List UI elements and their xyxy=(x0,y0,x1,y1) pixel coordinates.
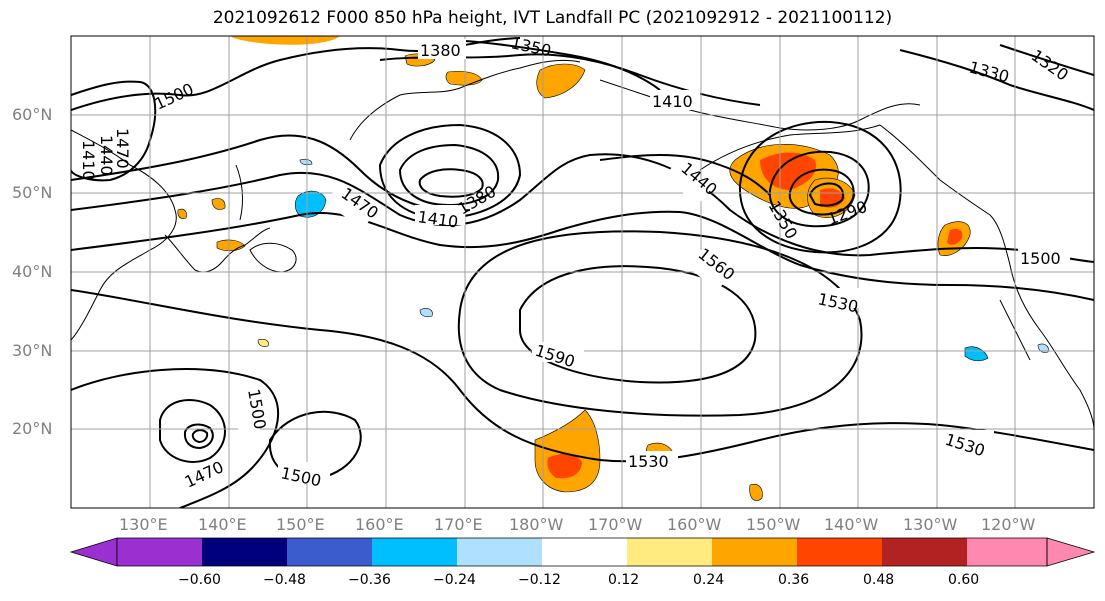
contour-typhoon-ring2 xyxy=(191,429,209,444)
lon-label: 170°W xyxy=(588,515,643,534)
lon-label: 160°W xyxy=(667,515,722,534)
contour-1320-canada xyxy=(999,44,1094,76)
map-frame-border xyxy=(70,35,1095,509)
colorbar-segment xyxy=(542,538,627,566)
colorbar-tick-label: −0.12 xyxy=(518,572,561,588)
lon-label: 130°W xyxy=(903,515,958,534)
ivt-core-nw-coast xyxy=(947,228,963,245)
contour-high-1590 xyxy=(519,265,757,384)
lon-label: 130°E xyxy=(119,515,168,534)
contour-1470-north xyxy=(71,134,471,212)
lon-label: 140°W xyxy=(824,515,879,534)
coast-chukotka xyxy=(349,59,581,141)
colorbar-segment xyxy=(882,538,967,566)
ivt-patch-korea xyxy=(177,208,187,219)
contour-typhoon-ring1 xyxy=(183,423,214,450)
colorbar-segment xyxy=(627,538,712,566)
map-title: 2021092612 F000 850 hPa height, IVT Land… xyxy=(212,8,893,28)
lat-label: 40°N xyxy=(12,262,53,281)
coast-japan xyxy=(164,227,271,273)
ivt-patch-south xyxy=(749,483,763,501)
lat-label: 20°N xyxy=(12,419,53,438)
coast-hokkaido-area xyxy=(249,242,297,273)
lon-label: 170°E xyxy=(434,515,483,534)
contour-1500-north xyxy=(71,153,1094,263)
contour-label: 1380 xyxy=(420,41,461,60)
colorbar-tick-label: 0.36 xyxy=(778,572,810,588)
contour-label: 1410 xyxy=(652,92,693,111)
contour-1530-south xyxy=(71,289,1094,463)
contour-low-west-mid xyxy=(398,143,500,207)
contour-1440-trough xyxy=(599,154,771,196)
lon-label: 120°W xyxy=(981,515,1036,534)
contour-low-east-inner xyxy=(808,182,845,207)
coast-asia-mainland xyxy=(71,129,177,341)
lon-label: 150°W xyxy=(746,515,801,534)
ivt-negative-okhotsk xyxy=(299,158,313,166)
contour-label: 1500 xyxy=(1020,249,1061,268)
colorbar-extend-low xyxy=(69,537,118,567)
colorbar-segment xyxy=(117,538,202,566)
colorbar-segment xyxy=(372,538,457,566)
lat-label: 60°N xyxy=(12,105,53,124)
contour-label: 1440 xyxy=(97,135,116,176)
contour-1350-arctic xyxy=(449,39,661,91)
contour-low-east-mid xyxy=(788,168,855,216)
ivt-core-subtropical xyxy=(547,453,582,479)
lon-label: 150°E xyxy=(276,515,325,534)
lon-label: 140°E xyxy=(198,515,247,534)
colorbar-tick-label: −0.48 xyxy=(263,572,306,588)
colorbar-tick-label: 0.24 xyxy=(693,572,725,588)
ivt-negative-east xyxy=(964,346,989,362)
ivt-patch-bering xyxy=(445,70,483,86)
contour-label: 1470 xyxy=(113,128,132,169)
contour-label: 1530 xyxy=(628,452,669,471)
ivt-patch-tiny xyxy=(257,338,269,347)
coast-alaska-peninsula xyxy=(699,124,881,171)
ivt-negative-kuril xyxy=(294,190,327,218)
ivt-negative-small xyxy=(419,308,433,318)
colorbar-segment xyxy=(967,538,1047,566)
colorbar-tick-label: 0.12 xyxy=(608,572,640,588)
contour-low-west-outer xyxy=(378,123,522,220)
ivt-patch-alaska-north xyxy=(536,63,586,99)
colorbar-tick-label: −0.36 xyxy=(348,572,391,588)
ivt-patch-japan-north xyxy=(211,198,226,210)
contour-1470-typhoon xyxy=(159,399,226,463)
ivt-patch-top xyxy=(230,36,340,45)
colorbar-segment xyxy=(712,538,797,566)
colorbar-tick-label: −0.60 xyxy=(178,572,221,588)
contour-1530-north xyxy=(71,210,1094,301)
coast-north-america-west xyxy=(879,124,1094,431)
contour-label: 1410 xyxy=(79,140,98,181)
title-area: 2021092612 F000 850 hPa height, IVT Land… xyxy=(0,0,1105,34)
contour-low-east-outer xyxy=(768,150,870,228)
colorbar xyxy=(69,537,1096,567)
colorbar-extend-high xyxy=(1046,537,1096,567)
contour-1500-typhoon xyxy=(71,368,279,508)
lat-label: 50°N xyxy=(12,183,53,202)
colorbar-segment xyxy=(797,538,882,566)
colorbar-segment xyxy=(202,538,287,566)
contour-high-1560 xyxy=(457,230,863,417)
lat-label: 30°N xyxy=(12,341,53,360)
ivt-negative-california xyxy=(1037,343,1049,353)
colorbar-tick-label: −0.24 xyxy=(433,572,476,588)
contour-low-east-outer2 xyxy=(738,120,902,254)
lon-label: 160°E xyxy=(355,515,404,534)
lon-label: 180°W xyxy=(509,515,564,534)
colorbar-tick-label: 0.60 xyxy=(948,572,980,588)
colorbar-tick-label: 0.48 xyxy=(863,572,895,588)
contour-1330-canada xyxy=(899,49,1094,111)
colorbar-segment xyxy=(457,538,542,566)
ivt-core-gulf-alaska xyxy=(760,152,816,190)
coast-sakhalin xyxy=(235,164,244,221)
colorbar-segment xyxy=(287,538,372,566)
